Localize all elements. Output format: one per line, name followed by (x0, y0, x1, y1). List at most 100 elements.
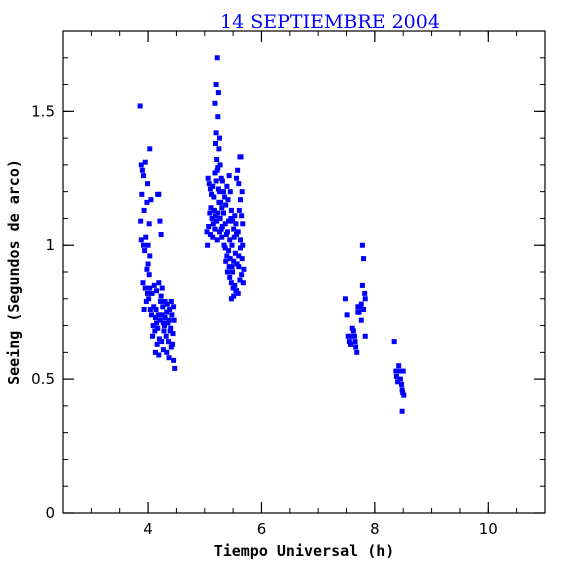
data-point (396, 363, 402, 369)
data-point (144, 266, 150, 272)
data-point (349, 325, 355, 331)
data-point (237, 245, 243, 251)
data-point (215, 165, 221, 171)
data-point (160, 304, 166, 310)
data-point (223, 258, 229, 264)
data-point (399, 408, 405, 414)
data-point (221, 242, 227, 248)
data-point (224, 229, 230, 235)
data-point (228, 280, 234, 286)
data-point (350, 328, 356, 334)
data-point (347, 341, 353, 347)
data-point (143, 234, 149, 240)
data-point (141, 207, 147, 213)
data-point (214, 55, 220, 61)
y-tick-label: 0 (45, 504, 55, 522)
data-point (162, 298, 168, 304)
data-point (157, 218, 163, 224)
data-point (154, 320, 160, 326)
data-point (344, 312, 350, 318)
data-point (156, 336, 162, 342)
data-point (217, 135, 223, 141)
data-point (359, 242, 365, 248)
data-point (237, 197, 243, 203)
data-point (228, 296, 234, 302)
data-point (236, 207, 242, 213)
x-axis-label: Tiempo Universal (h) (214, 542, 395, 560)
data-point (348, 333, 354, 339)
data-point (237, 237, 243, 243)
data-point (171, 317, 177, 323)
data-point (157, 317, 163, 323)
data-point (165, 339, 171, 345)
data-point (138, 237, 144, 243)
data-point (210, 183, 216, 189)
data-point (234, 232, 240, 238)
data-point (215, 90, 221, 96)
data-point (352, 339, 358, 345)
data-point (205, 175, 211, 181)
data-point (144, 199, 150, 205)
data-point (146, 296, 152, 302)
data-point (156, 352, 162, 358)
data-point (168, 298, 174, 304)
data-point (213, 82, 219, 88)
data-point (152, 349, 158, 355)
data-point (152, 328, 158, 334)
data-point (217, 229, 223, 235)
data-point (391, 339, 397, 345)
data-point (151, 282, 157, 288)
data-point (223, 232, 229, 238)
data-point (235, 290, 241, 296)
y-tick-label: 0.5 (31, 370, 55, 388)
data-point (222, 221, 228, 227)
data-point (143, 298, 149, 304)
major-ticks (63, 31, 545, 514)
plot-area: 4 6 8 10 0 0.5 1 1.5 (31, 30, 546, 538)
data-point (240, 221, 246, 227)
data-point (342, 296, 348, 302)
data-point (142, 285, 148, 291)
data-point (230, 218, 236, 224)
data-point (205, 242, 211, 248)
data-point (229, 242, 235, 248)
data-point (207, 186, 213, 192)
data-point (214, 167, 220, 173)
data-point (166, 355, 172, 361)
data-point (169, 312, 175, 318)
data-point (358, 317, 364, 323)
data-point (355, 309, 361, 315)
data-point (137, 103, 143, 109)
data-point (234, 261, 240, 267)
data-point (149, 290, 155, 296)
data-point (145, 242, 151, 248)
plot-frame (62, 30, 546, 514)
data-point (159, 339, 165, 345)
data-point (219, 223, 225, 229)
data-point (140, 280, 146, 286)
data-point (216, 199, 222, 205)
data-point (156, 280, 162, 286)
data-point (228, 215, 234, 221)
data-point (164, 301, 170, 307)
data-point (159, 285, 165, 291)
data-point (401, 392, 407, 398)
data-point (164, 349, 170, 355)
data-point (215, 210, 221, 216)
data-point (206, 181, 212, 187)
data-point (219, 234, 225, 240)
data-point (168, 325, 174, 331)
data-point (142, 159, 148, 165)
data-point (158, 298, 164, 304)
data-point (171, 304, 177, 310)
data-point (358, 301, 364, 307)
data-point (399, 381, 405, 387)
data-point (234, 175, 240, 181)
data-point (237, 277, 243, 283)
y-tick-label: 1 (45, 236, 55, 254)
data-point (227, 256, 233, 262)
data-point (147, 306, 153, 312)
data-point (227, 237, 233, 243)
data-point (209, 215, 215, 221)
data-point (161, 328, 167, 334)
